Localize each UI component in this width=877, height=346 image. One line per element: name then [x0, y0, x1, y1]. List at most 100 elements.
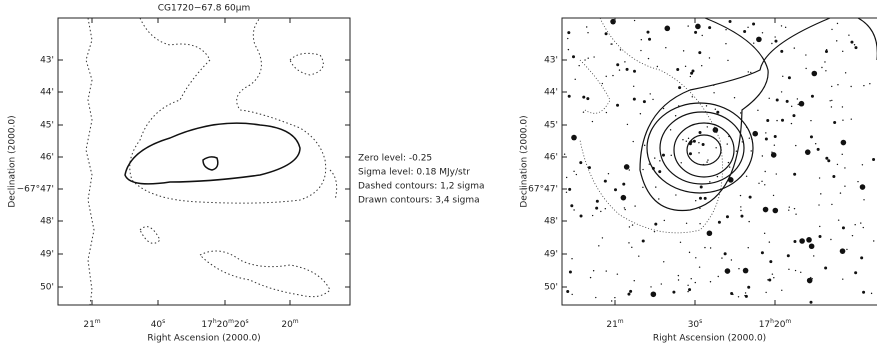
star — [769, 241, 770, 242]
star — [620, 49, 621, 50]
star — [583, 111, 584, 112]
star — [769, 260, 772, 263]
star — [765, 132, 766, 133]
star — [702, 35, 703, 36]
star — [678, 279, 679, 280]
unit-sup: m — [785, 318, 791, 325]
star — [726, 215, 729, 218]
star — [815, 143, 816, 144]
star — [833, 121, 836, 124]
star — [631, 247, 632, 248]
left-frame — [58, 18, 350, 305]
star — [745, 295, 748, 298]
y-tick-label: 48' — [40, 217, 54, 227]
star — [695, 282, 696, 283]
star — [731, 259, 732, 260]
star — [688, 288, 691, 291]
star — [593, 270, 594, 271]
star — [643, 100, 646, 103]
star — [683, 50, 684, 51]
star — [675, 115, 676, 116]
star — [752, 23, 755, 26]
star — [605, 208, 606, 209]
star — [619, 69, 620, 70]
star — [605, 32, 608, 35]
star — [652, 99, 653, 100]
star — [824, 267, 827, 270]
right-dashed-contours — [580, 18, 723, 233]
star — [568, 95, 571, 98]
star — [698, 51, 701, 54]
star — [854, 271, 857, 274]
star — [627, 124, 628, 125]
tick-number: 17 — [201, 320, 212, 330]
annotation: Sigma level: 0.18 MJy/str — [358, 168, 470, 178]
star — [793, 240, 796, 243]
star — [568, 49, 569, 50]
y-tick-label: 46' — [40, 153, 54, 163]
star — [830, 239, 831, 240]
y-tick-label: 49' — [40, 250, 54, 260]
star — [862, 291, 865, 294]
y-tick-label: 45' — [40, 121, 54, 131]
star — [782, 76, 783, 77]
star — [704, 197, 707, 200]
star — [850, 41, 853, 44]
star — [648, 38, 651, 41]
star — [702, 143, 705, 146]
star — [725, 29, 726, 30]
star — [837, 164, 838, 165]
star — [736, 151, 737, 152]
tick-number: 21 — [83, 320, 94, 330]
star — [806, 237, 812, 243]
star — [657, 66, 658, 67]
x-tick-label: 17h20m — [759, 318, 792, 330]
star — [771, 151, 772, 152]
star — [704, 247, 705, 248]
star — [606, 76, 607, 77]
tick-number: 30 — [688, 320, 700, 330]
star — [776, 120, 777, 121]
star — [781, 119, 784, 122]
star — [721, 257, 722, 258]
star — [766, 119, 769, 122]
star — [678, 275, 679, 276]
star — [753, 42, 754, 43]
star — [860, 222, 861, 223]
star — [686, 141, 687, 142]
star — [718, 221, 721, 224]
star — [769, 98, 770, 99]
star — [857, 181, 858, 182]
star — [851, 118, 852, 119]
star — [821, 67, 822, 68]
star — [569, 271, 572, 274]
unit-sup: m — [618, 318, 624, 325]
star — [695, 24, 701, 30]
star — [588, 58, 589, 59]
star — [690, 76, 691, 77]
star — [687, 291, 688, 292]
star — [788, 209, 789, 210]
star — [567, 31, 570, 34]
star — [663, 108, 664, 109]
star — [627, 293, 630, 296]
star — [634, 280, 635, 281]
star — [805, 54, 806, 55]
star — [842, 106, 843, 107]
x-tick-label: 30s — [688, 318, 703, 330]
star — [695, 200, 696, 201]
star — [606, 112, 607, 113]
star — [699, 131, 702, 134]
unit-sup: s — [245, 318, 248, 325]
star — [634, 20, 635, 21]
star — [862, 164, 863, 165]
star — [845, 72, 846, 73]
star — [747, 286, 750, 289]
star — [686, 223, 687, 224]
star — [640, 50, 641, 51]
figure: CG1720−67.8 60μm Zero level: -0.25 Sigma… — [0, 0, 877, 346]
star — [780, 50, 783, 53]
star — [809, 243, 815, 249]
tick-number: 40 — [151, 320, 163, 330]
star — [602, 237, 603, 238]
